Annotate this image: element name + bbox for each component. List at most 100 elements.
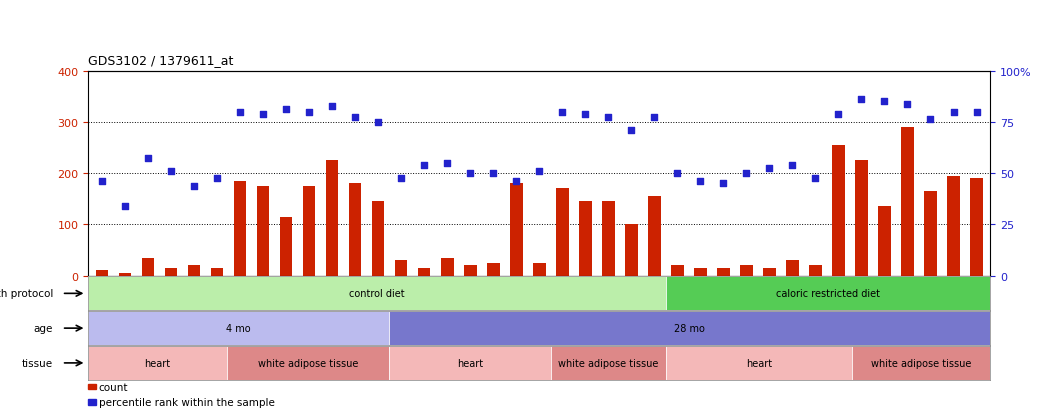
Point xyxy=(646,114,663,121)
Bar xyxy=(947,176,960,276)
Text: heart: heart xyxy=(456,358,483,368)
Bar xyxy=(142,258,155,276)
Bar xyxy=(464,266,477,276)
Point xyxy=(945,109,961,116)
Bar xyxy=(88,277,667,311)
Bar xyxy=(648,197,661,276)
Text: age: age xyxy=(33,323,53,333)
Bar xyxy=(763,268,776,276)
Bar xyxy=(211,268,223,276)
Text: 4 mo: 4 mo xyxy=(226,323,251,333)
Bar xyxy=(924,192,936,276)
Bar xyxy=(326,161,338,276)
Bar xyxy=(418,268,430,276)
Point xyxy=(554,109,570,116)
Text: count: count xyxy=(99,382,128,392)
Point xyxy=(461,170,478,177)
Point xyxy=(623,127,640,133)
Point xyxy=(876,99,893,105)
Point xyxy=(853,96,870,103)
Bar xyxy=(533,263,545,276)
Point xyxy=(692,178,708,185)
Bar xyxy=(348,184,362,276)
Bar xyxy=(510,184,523,276)
Bar xyxy=(233,181,247,276)
Bar xyxy=(88,311,389,345)
Point xyxy=(117,204,134,210)
Point xyxy=(93,178,110,185)
Bar xyxy=(809,266,821,276)
Bar xyxy=(95,271,108,276)
Point xyxy=(738,170,755,177)
Point xyxy=(899,101,916,108)
Bar xyxy=(165,268,177,276)
Bar xyxy=(227,346,389,380)
Bar xyxy=(372,202,385,276)
Bar xyxy=(901,128,914,276)
Point xyxy=(600,114,617,121)
Text: caloric restricted diet: caloric restricted diet xyxy=(777,289,880,299)
Text: control diet: control diet xyxy=(349,289,405,299)
Point xyxy=(370,119,387,126)
Point xyxy=(831,112,847,118)
Bar xyxy=(667,277,990,311)
Text: GDS3102 / 1379611_at: GDS3102 / 1379611_at xyxy=(88,55,233,67)
Bar xyxy=(257,186,270,276)
Bar xyxy=(579,202,591,276)
Text: white adipose tissue: white adipose tissue xyxy=(258,358,358,368)
Text: white adipose tissue: white adipose tissue xyxy=(559,358,658,368)
Bar xyxy=(694,268,706,276)
Bar xyxy=(671,266,683,276)
Bar xyxy=(188,266,200,276)
Text: white adipose tissue: white adipose tissue xyxy=(871,358,971,368)
Bar xyxy=(851,346,990,380)
Bar xyxy=(88,384,95,389)
Point xyxy=(208,176,225,182)
Bar xyxy=(601,202,615,276)
Bar xyxy=(551,346,667,380)
Text: heart: heart xyxy=(144,358,171,368)
Point xyxy=(140,155,157,161)
Text: percentile rank within the sample: percentile rank within the sample xyxy=(99,396,275,407)
Point xyxy=(163,168,179,174)
Bar xyxy=(118,273,132,276)
Bar xyxy=(717,268,730,276)
Bar xyxy=(667,346,851,380)
Point xyxy=(393,176,410,182)
Point xyxy=(231,109,248,116)
Bar xyxy=(303,186,315,276)
Bar xyxy=(832,145,845,276)
Point xyxy=(807,176,823,182)
Bar xyxy=(441,258,453,276)
Point xyxy=(716,180,732,187)
Point xyxy=(922,117,938,123)
Point xyxy=(278,107,295,113)
Text: heart: heart xyxy=(746,358,773,368)
Bar xyxy=(856,161,868,276)
Point xyxy=(186,183,202,190)
Point xyxy=(485,170,502,177)
Point xyxy=(301,109,317,116)
Bar xyxy=(786,261,798,276)
Bar xyxy=(88,399,95,405)
Bar xyxy=(556,189,568,276)
Bar xyxy=(740,266,753,276)
Point xyxy=(416,163,432,169)
Bar xyxy=(88,346,227,380)
Point xyxy=(346,114,363,121)
Bar xyxy=(971,179,983,276)
Point xyxy=(577,112,593,118)
Text: tissue: tissue xyxy=(22,358,53,368)
Point xyxy=(969,109,985,116)
Bar xyxy=(389,311,990,345)
Point xyxy=(255,112,272,118)
Bar xyxy=(487,263,500,276)
Bar xyxy=(389,346,551,380)
Point xyxy=(439,160,455,167)
Point xyxy=(761,165,778,172)
Text: growth protocol: growth protocol xyxy=(0,289,53,299)
Bar xyxy=(878,207,891,276)
Point xyxy=(531,168,548,174)
Point xyxy=(784,163,801,169)
Point xyxy=(324,104,340,111)
